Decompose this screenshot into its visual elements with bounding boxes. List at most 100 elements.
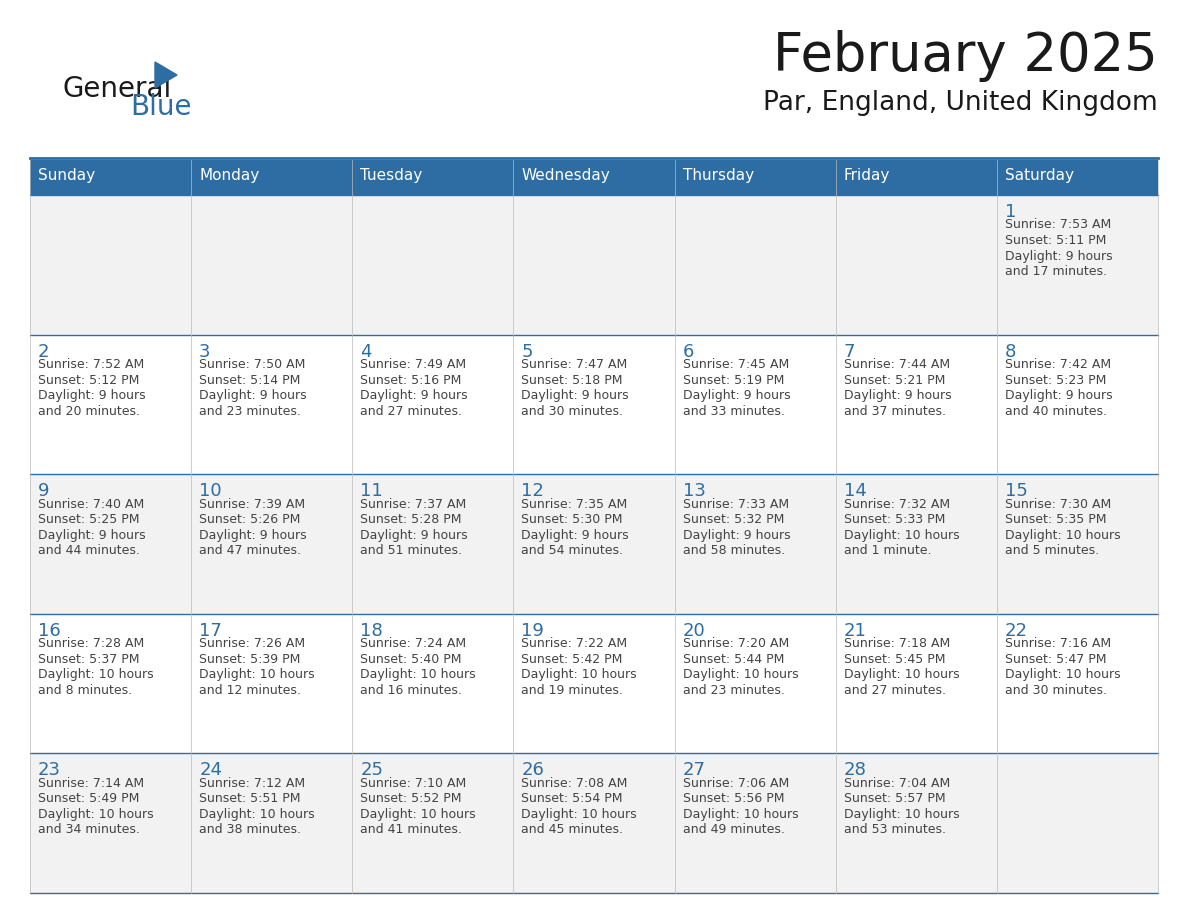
- Text: Sunset: 5:21 PM: Sunset: 5:21 PM: [843, 374, 946, 386]
- Bar: [513, 334, 675, 475]
- Text: and 40 minutes.: and 40 minutes.: [1005, 405, 1107, 418]
- Text: Sunrise: 7:47 AM: Sunrise: 7:47 AM: [522, 358, 627, 371]
- Text: and 8 minutes.: and 8 minutes.: [38, 684, 132, 697]
- Text: Daylight: 10 hours: Daylight: 10 hours: [200, 668, 315, 681]
- Text: Sunrise: 7:14 AM: Sunrise: 7:14 AM: [38, 777, 144, 789]
- Text: Sunset: 5:57 PM: Sunset: 5:57 PM: [843, 792, 946, 805]
- Text: 27: 27: [683, 761, 706, 779]
- Text: Sunrise: 7:22 AM: Sunrise: 7:22 AM: [522, 637, 627, 650]
- Text: and 27 minutes.: and 27 minutes.: [360, 405, 462, 418]
- Polygon shape: [154, 62, 177, 88]
- Bar: [835, 614, 997, 754]
- Bar: [30, 754, 191, 893]
- Text: Sunrise: 7:52 AM: Sunrise: 7:52 AM: [38, 358, 144, 371]
- Text: Sunrise: 7:26 AM: Sunrise: 7:26 AM: [200, 637, 305, 650]
- Text: Sunset: 5:44 PM: Sunset: 5:44 PM: [683, 653, 784, 666]
- Text: 25: 25: [360, 761, 384, 779]
- Text: 14: 14: [843, 482, 866, 500]
- Bar: [675, 160, 835, 195]
- Text: Sunrise: 7:12 AM: Sunrise: 7:12 AM: [200, 777, 305, 789]
- Text: Sunrise: 7:16 AM: Sunrise: 7:16 AM: [1005, 637, 1111, 650]
- Text: Sunset: 5:49 PM: Sunset: 5:49 PM: [38, 792, 139, 805]
- Text: and 5 minutes.: and 5 minutes.: [1005, 544, 1099, 557]
- Text: and 23 minutes.: and 23 minutes.: [200, 405, 301, 418]
- Text: Sunset: 5:51 PM: Sunset: 5:51 PM: [200, 792, 301, 805]
- Text: 6: 6: [683, 342, 694, 361]
- Bar: [675, 195, 835, 334]
- Text: 4: 4: [360, 342, 372, 361]
- Text: Sunrise: 7:24 AM: Sunrise: 7:24 AM: [360, 637, 467, 650]
- Bar: [191, 475, 353, 614]
- Text: Daylight: 10 hours: Daylight: 10 hours: [683, 668, 798, 681]
- Text: 23: 23: [38, 761, 61, 779]
- Text: Sunday: Sunday: [38, 168, 95, 183]
- Text: Sunrise: 7:33 AM: Sunrise: 7:33 AM: [683, 498, 789, 510]
- Text: 28: 28: [843, 761, 866, 779]
- Text: and 30 minutes.: and 30 minutes.: [1005, 684, 1107, 697]
- Bar: [835, 754, 997, 893]
- Text: Sunset: 5:14 PM: Sunset: 5:14 PM: [200, 374, 301, 386]
- Text: Daylight: 9 hours: Daylight: 9 hours: [200, 529, 307, 542]
- Bar: [513, 475, 675, 614]
- Text: 20: 20: [683, 621, 706, 640]
- Text: Sunrise: 7:30 AM: Sunrise: 7:30 AM: [1005, 498, 1111, 510]
- Text: and 1 minute.: and 1 minute.: [843, 544, 931, 557]
- Text: Sunset: 5:32 PM: Sunset: 5:32 PM: [683, 513, 784, 526]
- Text: and 45 minutes.: and 45 minutes.: [522, 823, 624, 836]
- Bar: [353, 614, 513, 754]
- Text: Daylight: 9 hours: Daylight: 9 hours: [683, 529, 790, 542]
- Text: Daylight: 10 hours: Daylight: 10 hours: [360, 808, 476, 821]
- Bar: [675, 334, 835, 475]
- Bar: [30, 160, 191, 195]
- Text: and 47 minutes.: and 47 minutes.: [200, 544, 301, 557]
- Text: Wednesday: Wednesday: [522, 168, 611, 183]
- Text: 22: 22: [1005, 621, 1028, 640]
- Text: and 16 minutes.: and 16 minutes.: [360, 684, 462, 697]
- Text: 24: 24: [200, 761, 222, 779]
- Bar: [997, 195, 1158, 334]
- Bar: [513, 160, 675, 195]
- Text: Sunrise: 7:45 AM: Sunrise: 7:45 AM: [683, 358, 789, 371]
- Bar: [675, 475, 835, 614]
- Text: and 27 minutes.: and 27 minutes.: [843, 684, 946, 697]
- Bar: [513, 195, 675, 334]
- Bar: [835, 160, 997, 195]
- Text: and 37 minutes.: and 37 minutes.: [843, 405, 946, 418]
- Text: Daylight: 10 hours: Daylight: 10 hours: [843, 668, 960, 681]
- Text: and 49 minutes.: and 49 minutes.: [683, 823, 784, 836]
- Text: 12: 12: [522, 482, 544, 500]
- Text: Daylight: 9 hours: Daylight: 9 hours: [38, 529, 146, 542]
- Text: Sunset: 5:23 PM: Sunset: 5:23 PM: [1005, 374, 1106, 386]
- Bar: [191, 195, 353, 334]
- Text: and 54 minutes.: and 54 minutes.: [522, 544, 624, 557]
- Text: Sunset: 5:37 PM: Sunset: 5:37 PM: [38, 653, 139, 666]
- Bar: [30, 334, 191, 475]
- Text: Sunrise: 7:53 AM: Sunrise: 7:53 AM: [1005, 218, 1111, 231]
- Bar: [835, 475, 997, 614]
- Bar: [997, 614, 1158, 754]
- Bar: [675, 614, 835, 754]
- Text: Sunset: 5:54 PM: Sunset: 5:54 PM: [522, 792, 623, 805]
- Text: and 41 minutes.: and 41 minutes.: [360, 823, 462, 836]
- Text: Sunset: 5:56 PM: Sunset: 5:56 PM: [683, 792, 784, 805]
- Text: Daylight: 9 hours: Daylight: 9 hours: [522, 529, 630, 542]
- Bar: [513, 754, 675, 893]
- Text: Sunrise: 7:10 AM: Sunrise: 7:10 AM: [360, 777, 467, 789]
- Text: and 53 minutes.: and 53 minutes.: [843, 823, 946, 836]
- Text: Sunset: 5:25 PM: Sunset: 5:25 PM: [38, 513, 139, 526]
- Text: Sunset: 5:28 PM: Sunset: 5:28 PM: [360, 513, 462, 526]
- Text: Daylight: 9 hours: Daylight: 9 hours: [1005, 389, 1112, 402]
- Text: Sunset: 5:42 PM: Sunset: 5:42 PM: [522, 653, 623, 666]
- Text: Daylight: 10 hours: Daylight: 10 hours: [843, 529, 960, 542]
- Bar: [835, 334, 997, 475]
- Text: Sunrise: 7:42 AM: Sunrise: 7:42 AM: [1005, 358, 1111, 371]
- Bar: [191, 160, 353, 195]
- Text: and 20 minutes.: and 20 minutes.: [38, 405, 140, 418]
- Text: and 23 minutes.: and 23 minutes.: [683, 684, 784, 697]
- Text: Sunset: 5:45 PM: Sunset: 5:45 PM: [843, 653, 946, 666]
- Text: Daylight: 9 hours: Daylight: 9 hours: [38, 389, 146, 402]
- Text: and 12 minutes.: and 12 minutes.: [200, 684, 301, 697]
- Text: Sunrise: 7:18 AM: Sunrise: 7:18 AM: [843, 637, 950, 650]
- Text: Sunrise: 7:20 AM: Sunrise: 7:20 AM: [683, 637, 789, 650]
- Text: 10: 10: [200, 482, 222, 500]
